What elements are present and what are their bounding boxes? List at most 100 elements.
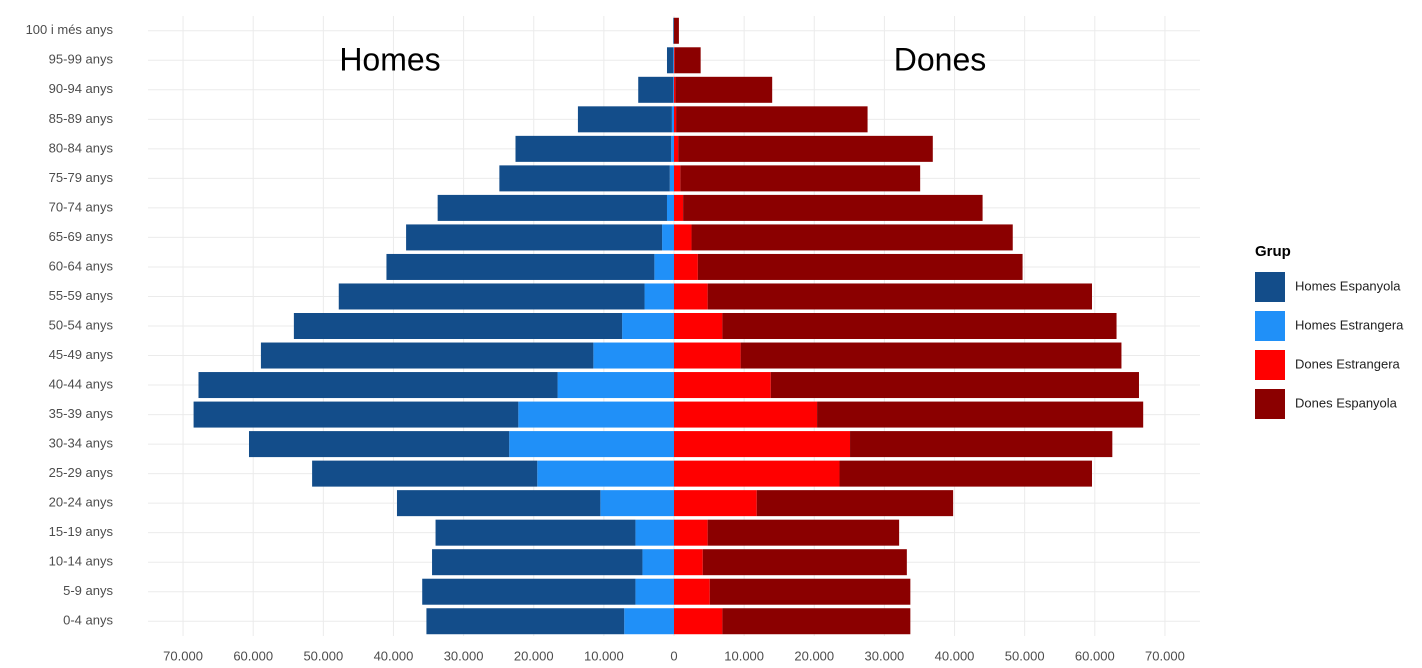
y-tick-label: 30-34 anys — [49, 436, 114, 451]
bar — [674, 460, 840, 487]
x-tick-label: 60.000 — [233, 648, 273, 663]
bar — [707, 519, 900, 546]
bar — [756, 490, 954, 517]
bar — [635, 578, 674, 605]
bar — [674, 165, 681, 192]
bar — [642, 549, 674, 576]
bar — [702, 549, 907, 576]
bar — [406, 224, 663, 251]
x-tick-label: 60.000 — [1075, 648, 1115, 663]
bar — [709, 578, 911, 605]
y-tick-label: 35-39 anys — [49, 406, 114, 421]
bar — [515, 135, 672, 162]
bar — [662, 224, 674, 251]
x-tick-label: 0 — [670, 648, 677, 663]
bar — [432, 549, 643, 576]
bar — [509, 431, 674, 458]
y-tick-label: 95-99 anys — [49, 52, 114, 67]
y-tick-label: 10-14 anys — [49, 554, 114, 569]
x-tick-label: 20.000 — [794, 648, 834, 663]
bar — [644, 283, 674, 310]
bar — [674, 283, 708, 310]
bar — [499, 165, 670, 192]
bar — [312, 460, 538, 487]
x-tick-label: 70.000 — [1145, 648, 1185, 663]
y-tick-label: 15-19 anys — [49, 524, 114, 539]
y-tick-label: 45-49 anys — [49, 347, 114, 362]
bar — [674, 401, 818, 428]
bar — [674, 17, 679, 44]
bar — [666, 47, 674, 74]
y-tick-label: 75-79 anys — [49, 170, 114, 185]
bar — [839, 460, 1092, 487]
bar — [396, 490, 601, 517]
bar — [426, 608, 625, 635]
bar — [674, 578, 710, 605]
y-tick-label: 0-4 anys — [63, 613, 113, 628]
x-tick-label: 30.000 — [444, 648, 484, 663]
legend-title: Grup — [1255, 243, 1291, 260]
y-tick-label: 60-64 anys — [49, 258, 114, 273]
y-tick-label: 80-84 anys — [49, 140, 114, 155]
bar — [674, 253, 698, 280]
bar — [674, 549, 703, 576]
bar — [635, 519, 674, 546]
bar — [673, 76, 674, 103]
bar — [666, 194, 674, 221]
bar — [638, 76, 674, 103]
x-tick-label: 10.000 — [584, 648, 624, 663]
x-tick-label: 10.000 — [724, 648, 764, 663]
bar — [674, 106, 677, 133]
bar — [674, 519, 708, 546]
bar — [674, 194, 684, 221]
bar — [593, 342, 674, 369]
legend-label: Dones Espanyola — [1295, 395, 1398, 410]
legend-swatch — [1255, 311, 1285, 341]
legend-label: Homes Espanyola — [1295, 278, 1401, 293]
bar — [722, 608, 911, 635]
bar — [671, 135, 674, 162]
legend-swatch — [1255, 389, 1285, 419]
bar — [624, 608, 674, 635]
bar — [697, 253, 1023, 280]
bar — [293, 313, 623, 339]
bar — [437, 194, 667, 221]
bar — [707, 283, 1092, 310]
bar — [537, 460, 674, 487]
bar — [674, 490, 757, 517]
bar — [654, 253, 674, 280]
bar — [691, 224, 1013, 251]
legend-swatch — [1255, 272, 1285, 302]
y-tick-label: 55-59 anys — [49, 288, 114, 303]
bar — [770, 372, 1139, 399]
bar — [676, 106, 868, 133]
bar — [674, 431, 851, 458]
y-tick-label: 50-54 anys — [49, 317, 114, 332]
x-tick-label: 70.000 — [163, 648, 203, 663]
bar — [193, 401, 519, 428]
legend-swatch — [1255, 350, 1285, 380]
bar — [674, 135, 679, 162]
y-tick-label: 40-44 anys — [49, 376, 114, 391]
legend-label: Homes Estrangera — [1295, 317, 1404, 332]
x-tick-label: 40.000 — [374, 648, 414, 663]
bar — [673, 47, 674, 74]
y-tick-label: 70-74 anys — [49, 199, 114, 214]
bar — [386, 253, 655, 280]
bar — [850, 431, 1113, 458]
y-tick-label: 90-94 anys — [49, 81, 114, 96]
annotation: Dones — [894, 41, 987, 77]
legend-label: Dones Estrangera — [1295, 356, 1401, 371]
x-tick-label: 40.000 — [935, 648, 975, 663]
bar — [674, 313, 723, 339]
y-tick-label: 20-24 anys — [49, 495, 114, 510]
y-tick-label: 5-9 anys — [63, 583, 113, 598]
bar — [422, 578, 636, 605]
bar — [674, 372, 771, 399]
bar — [678, 135, 933, 162]
bar — [674, 342, 741, 369]
x-tick-label: 50.000 — [1005, 648, 1045, 663]
bar — [674, 47, 701, 74]
x-tick-label: 50.000 — [303, 648, 343, 663]
